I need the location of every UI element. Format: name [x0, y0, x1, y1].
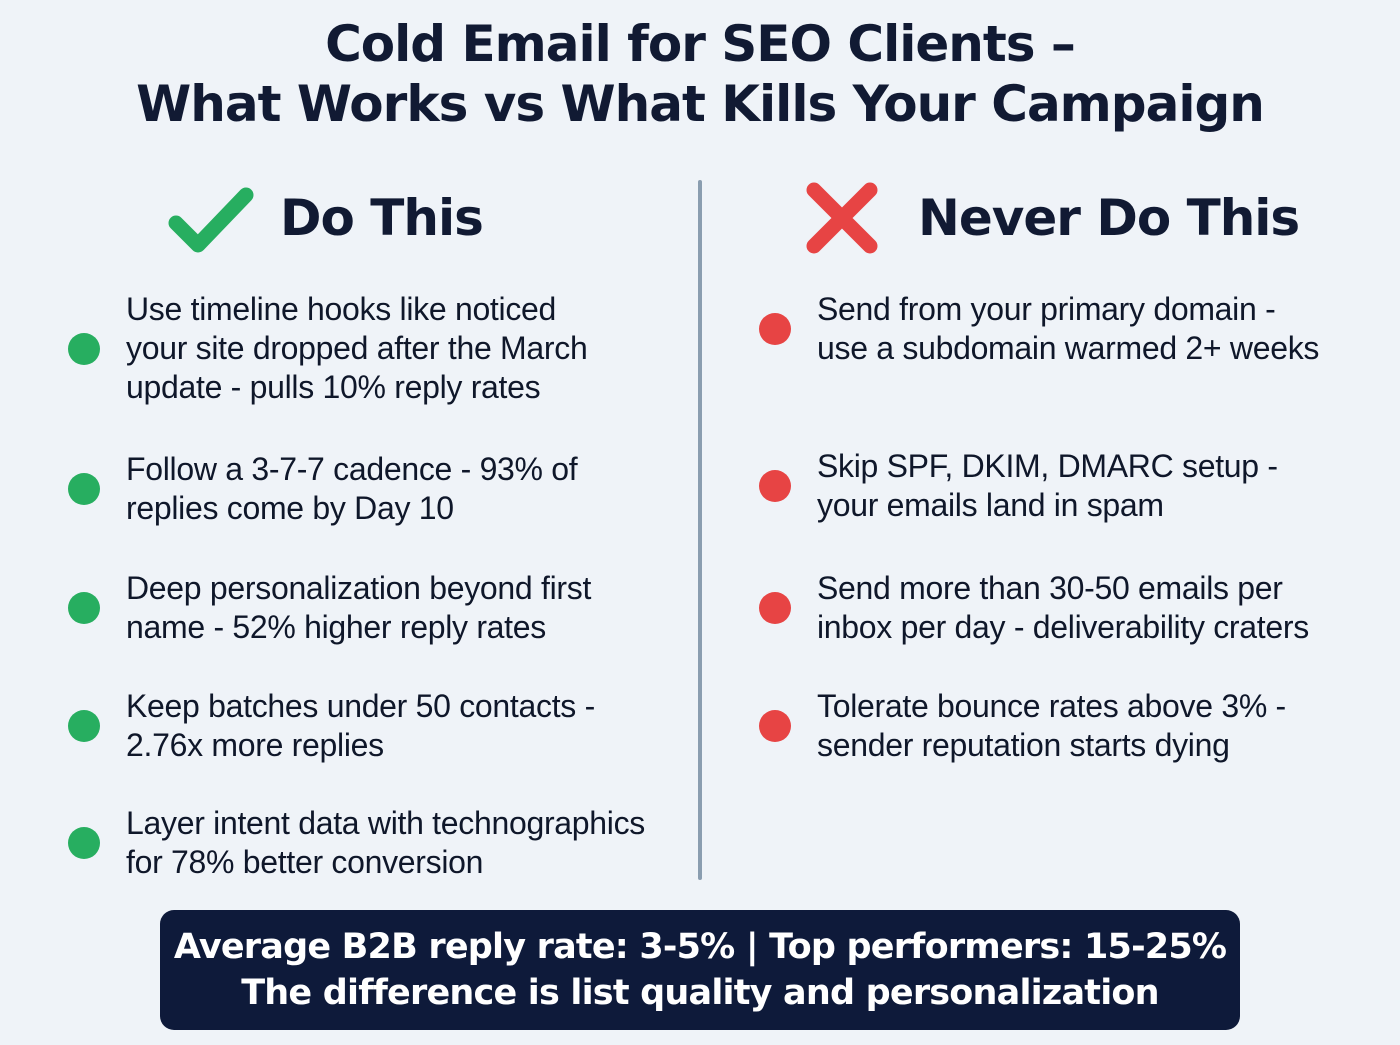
green-bullet-icon	[68, 332, 100, 365]
x-mark-icon	[804, 182, 894, 254]
do-item-text: Follow a 3-7-7 cadence - 93% of replies …	[126, 451, 578, 526]
never-list-item: Send more than 30-50 emails per inbox pe…	[759, 569, 1309, 647]
green-bullet-icon	[68, 473, 100, 505]
red-bullet-icon	[759, 592, 791, 624]
never-item-text: Send from your primary domain - use a su…	[817, 291, 1320, 366]
never-list-item: Send from your primary domain - use a su…	[759, 290, 1319, 368]
do-item-text: Layer intent data with technographics fo…	[126, 805, 646, 880]
do-item-text: Deep personalization beyond first name -…	[126, 570, 592, 645]
never-item-text: Tolerate bounce rates above 3% - sender …	[817, 688, 1286, 763]
summary-line-1: Average B2B reply rate: 3-5% | Top perfo…	[173, 927, 1227, 967]
column-divider	[698, 180, 702, 880]
title-line-2: What Works vs What Kills Your Campaign	[136, 75, 1265, 133]
title-line-1: Cold Email for SEO Clients –	[325, 15, 1076, 73]
never-item-text: Send more than 30-50 emails per inbox pe…	[817, 570, 1309, 645]
do-item-text: Use timeline hooks like noticed your sit…	[126, 291, 588, 405]
green-bullet-icon	[68, 710, 100, 742]
page-title: Cold Email for SEO Clients – What Works …	[0, 14, 1400, 134]
red-bullet-icon	[759, 313, 791, 345]
red-bullet-icon	[759, 470, 791, 502]
do-list-item: Deep personalization beyond first name -…	[68, 569, 591, 647]
do-this-header: Do This	[168, 178, 484, 258]
checkmark-icon	[168, 182, 258, 254]
do-list-item: Layer intent data with technographics fo…	[68, 804, 645, 882]
do-item-text: Keep batches under 50 contacts - 2.76x m…	[126, 688, 595, 763]
red-bullet-icon	[759, 710, 791, 742]
summary-line-2: The difference is list quality and perso…	[241, 973, 1159, 1013]
do-list-item: Follow a 3-7-7 cadence - 93% of replies …	[68, 450, 578, 528]
green-bullet-icon	[68, 592, 100, 624]
do-list-item: Use timeline hooks like noticed your sit…	[68, 290, 588, 407]
never-do-this-header: Never Do This	[804, 178, 1300, 258]
do-this-heading: Do This	[280, 189, 484, 247]
green-bullet-icon	[68, 827, 100, 859]
never-do-this-heading: Never Do This	[918, 189, 1300, 247]
do-list-item: Keep batches under 50 contacts - 2.76x m…	[68, 687, 595, 765]
never-list-item: Tolerate bounce rates above 3% - sender …	[759, 687, 1286, 765]
never-list-item: Skip SPF, DKIM, DMARC setup - your email…	[759, 447, 1278, 525]
never-item-text: Skip SPF, DKIM, DMARC setup - your email…	[817, 448, 1278, 523]
summary-banner: Average B2B reply rate: 3-5% | Top perfo…	[160, 910, 1240, 1030]
